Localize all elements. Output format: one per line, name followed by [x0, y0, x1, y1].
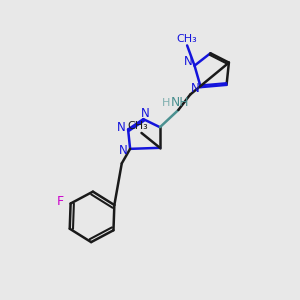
- Text: N: N: [141, 107, 149, 120]
- Text: H: H: [162, 98, 171, 107]
- Text: NH: NH: [170, 96, 189, 109]
- Text: N: N: [119, 144, 128, 157]
- Text: F: F: [57, 195, 64, 208]
- Text: N: N: [184, 55, 193, 68]
- Text: CH₃: CH₃: [177, 34, 197, 44]
- Text: N: N: [117, 121, 126, 134]
- Text: CH₃: CH₃: [128, 122, 148, 131]
- Text: N: N: [190, 82, 199, 95]
